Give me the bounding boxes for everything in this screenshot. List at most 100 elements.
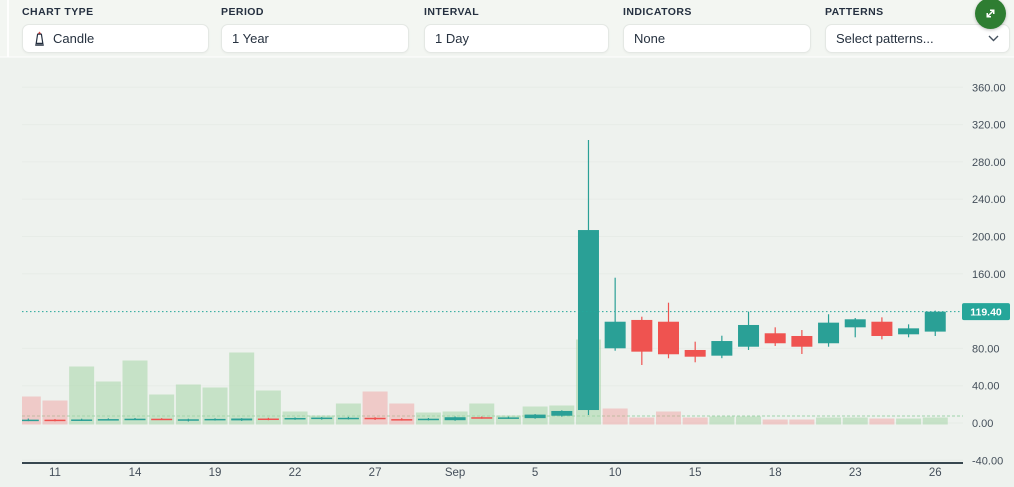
candle	[284, 417, 306, 420]
y-tick-label: 280.00	[972, 157, 1006, 169]
candle	[791, 330, 813, 354]
candle-body	[604, 321, 626, 349]
volume-bar	[69, 366, 95, 425]
volume-bar	[896, 418, 922, 425]
chart-type-value: Candle	[53, 31, 95, 46]
plot-area	[22, 140, 963, 425]
volume-bar	[736, 416, 762, 425]
candle-body	[204, 418, 226, 421]
candle-icon	[33, 31, 46, 46]
chart-toolbar: CHART TYPE Candle PERIOD 1 Year INTERVAL…	[0, 0, 1014, 57]
candle	[364, 417, 386, 421]
volume-bar	[789, 419, 815, 425]
field-indicators: INDICATORS None	[623, 6, 811, 53]
volume-bar	[682, 417, 708, 425]
candle-body	[364, 417, 386, 420]
candle-body	[844, 319, 866, 328]
candle	[231, 418, 253, 421]
indicators-label: INDICATORS	[623, 6, 692, 18]
candle	[391, 418, 413, 421]
volume-bar	[202, 387, 228, 425]
x-axis-labels: 11 14 19 22 27 Sep 5 10 15 18 23 26	[49, 467, 942, 479]
chart-type-select[interactable]: Candle	[22, 24, 209, 53]
candle	[22, 418, 39, 422]
badge-text: 119.40	[970, 307, 1002, 319]
volume-bar	[869, 418, 895, 425]
x-tick-label: Sep	[445, 467, 465, 479]
fullscreen-button[interactable]	[975, 0, 1006, 29]
candle-body	[551, 410, 573, 416]
candle	[497, 416, 519, 419]
candle-body	[631, 319, 653, 352]
candle	[684, 341, 706, 363]
candle-body	[444, 417, 466, 421]
y-tick-label: 200.00	[972, 231, 1006, 243]
y-axis-labels: 360.00 320.00 280.00 240.00 200.00 160.00 80.0…	[972, 82, 1006, 467]
candle-body	[871, 321, 893, 336]
badge-rect	[962, 303, 1010, 321]
candle-body	[337, 417, 359, 420]
candle-body	[924, 311, 946, 332]
expand-arrows-icon	[984, 7, 997, 20]
candle	[524, 414, 546, 419]
period-select[interactable]: 1 Year	[221, 24, 409, 53]
x-tick-label: 11	[49, 467, 61, 479]
volume-bar	[122, 360, 148, 425]
candle-series	[22, 140, 946, 422]
candle	[738, 311, 760, 350]
candle-body	[97, 419, 119, 421]
candle	[551, 410, 573, 417]
candle-body	[764, 333, 786, 344]
candle-body	[22, 419, 39, 422]
candle	[898, 324, 920, 338]
candle	[924, 310, 946, 336]
volume-bar	[629, 417, 655, 425]
period-value: 1 Year	[232, 31, 269, 46]
candle-body	[311, 417, 333, 420]
x-tick-label: 27	[369, 467, 382, 479]
candle	[257, 417, 279, 421]
patterns-select[interactable]: Select patterns...	[825, 24, 1010, 53]
candle-body	[738, 324, 760, 347]
y-tick-label: -40.00	[972, 455, 1003, 467]
volume-bar	[389, 403, 415, 425]
candle	[311, 417, 333, 420]
volume-bar	[469, 403, 495, 425]
candle-body	[257, 418, 279, 421]
candle-body	[44, 419, 66, 422]
chart-type-label: CHART TYPE	[22, 6, 94, 18]
candle	[177, 418, 199, 422]
volume-bar	[95, 381, 121, 425]
candle-body	[577, 230, 599, 411]
candle	[604, 277, 626, 351]
candle	[764, 327, 786, 346]
candle-body	[417, 418, 439, 421]
candle-body	[71, 419, 93, 421]
candle-body	[791, 335, 813, 347]
period-label: PERIOD	[221, 6, 264, 18]
volume-bar	[816, 417, 842, 425]
interval-select[interactable]: 1 Day	[424, 24, 609, 53]
candle	[471, 416, 493, 419]
last-price-badge: 119.40	[962, 303, 1010, 321]
volume-bar	[656, 411, 681, 425]
volume-bar	[495, 415, 521, 425]
candle	[577, 140, 599, 415]
volume-bar	[709, 416, 735, 425]
candle-body	[818, 322, 840, 344]
candle-body	[391, 419, 413, 421]
candle	[71, 418, 93, 421]
candle-body	[177, 419, 199, 421]
indicators-select[interactable]: None	[623, 24, 811, 53]
volume-bar	[602, 408, 628, 425]
volume-bar	[22, 396, 41, 425]
candle-body	[231, 418, 253, 421]
candle	[204, 418, 226, 421]
field-period: PERIOD 1 Year	[221, 6, 409, 53]
y-tick-label: 80.00	[972, 343, 1000, 355]
patterns-label: PATTERNS	[825, 6, 884, 18]
candle	[658, 302, 679, 359]
candle	[337, 416, 359, 420]
y-tick-label: 360.00	[972, 82, 1006, 94]
